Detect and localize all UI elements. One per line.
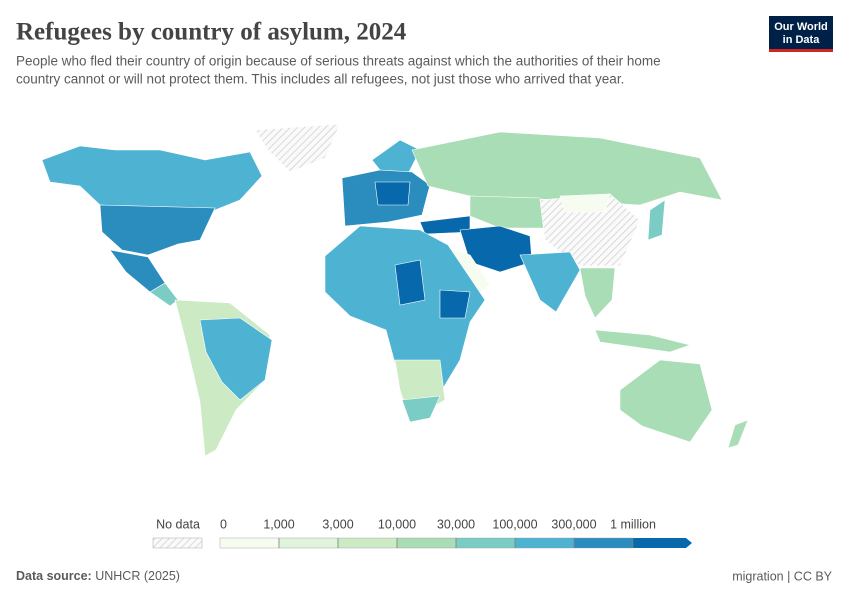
subtitle-line: People who fled their country of origin … (16, 54, 661, 69)
no-data-swatch (152, 537, 203, 549)
mongolia (559, 193, 611, 213)
legend-label: 100,000 (492, 517, 537, 531)
africa (324, 225, 486, 421)
legend-swatch (633, 538, 692, 548)
legend-swatch (337, 537, 398, 549)
legend-label: 30,000 (437, 517, 475, 531)
legend-label: 1 million (610, 517, 656, 531)
greenland (254, 123, 341, 173)
legend-swatch (455, 537, 516, 549)
legend-swatch (514, 537, 575, 549)
legend-label: 0 (220, 517, 227, 531)
legend-swatch (573, 537, 634, 549)
legend-swatch (219, 537, 280, 549)
japan (647, 199, 666, 241)
legend-label: No data (156, 517, 200, 531)
legend-label: 300,000 (551, 517, 596, 531)
mexico (109, 249, 166, 293)
central-asia (469, 195, 546, 229)
legend-swatch (278, 537, 339, 549)
australia (619, 359, 713, 443)
logo-text: Our World (774, 21, 828, 33)
new-zealand (727, 419, 749, 449)
logo-text: in Data (783, 34, 821, 46)
source: Data source: UNHCR (2025) (16, 569, 180, 583)
subtitle-line: country cannot or will not protect them.… (16, 72, 624, 87)
map (41, 123, 749, 457)
sudan-chad (394, 259, 426, 306)
usa (99, 204, 216, 256)
legend: No data 0 1,000 3,000 10,000 30,000 100,000 30… (152, 517, 692, 549)
logo-stripe (769, 49, 833, 52)
legend-label: 1,000 (263, 517, 294, 531)
title: Refugees by country of asylum, 2024 (16, 19, 407, 46)
license: migration | CC BY (732, 569, 832, 583)
legend-label: 3,000 (322, 517, 353, 531)
indonesia (594, 329, 692, 353)
legend-swatch (396, 537, 457, 549)
source-label: Data source: (16, 569, 92, 583)
source-value: UNHCR (2025) (95, 569, 180, 583)
ethiopia (439, 289, 471, 319)
logo-box (769, 16, 833, 52)
germany (374, 181, 411, 206)
southeast-asia (579, 267, 616, 319)
canada (41, 145, 263, 211)
legend-label: 10,000 (378, 517, 416, 531)
india (519, 251, 581, 313)
south-africa (401, 395, 441, 423)
brazil (199, 317, 273, 401)
logo: Our World in Data (769, 16, 833, 52)
russia (411, 131, 723, 206)
